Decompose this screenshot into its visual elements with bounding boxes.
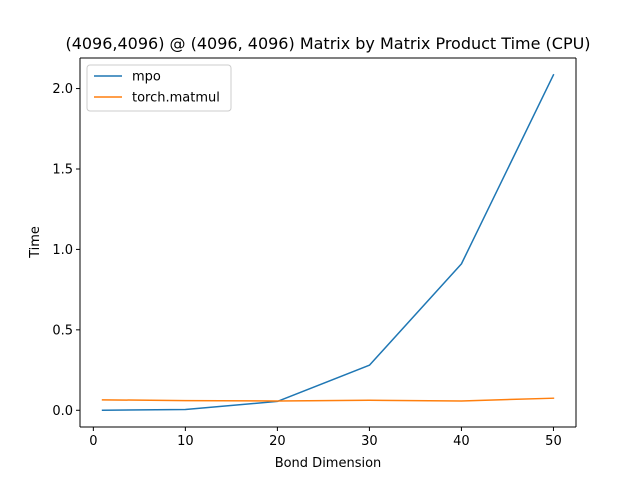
series-layer — [101, 73, 555, 412]
legend-box — [86, 64, 232, 112]
chart-title: (4096,4096) @ (4096, 4096) Matrix by Mat… — [65, 34, 590, 53]
legend-label-mpo: mpo — [132, 70, 161, 85]
x-tick-label: 10 — [177, 434, 194, 449]
y-tick-label: 0.0 — [52, 404, 73, 419]
series-line-torch-matmul — [101, 397, 555, 402]
y-axis-ticks: 0.0 0.5 1.0 1.5 2.0 — [52, 82, 80, 419]
y-axis-label: Time — [28, 226, 43, 259]
legend: mpo torch.matmul — [86, 64, 232, 112]
plot-area — [80, 58, 576, 427]
x-tick-label: 0 — [89, 434, 97, 449]
x-tick-label: 30 — [361, 434, 378, 449]
x-tick-label: 50 — [545, 434, 562, 449]
y-tick-label: 1.5 — [52, 162, 73, 177]
y-tick-label: 1.0 — [52, 243, 73, 258]
y-tick-label: 0.5 — [52, 323, 73, 338]
axes-frame — [79, 57, 577, 428]
x-tick-label: 40 — [453, 434, 470, 449]
y-tick-label: 2.0 — [52, 82, 73, 97]
x-axis-label: Bond Dimension — [275, 456, 382, 471]
x-tick-label: 20 — [269, 434, 286, 449]
series-line-mpo — [101, 73, 555, 412]
legend-label-torch-matmul: torch.matmul — [132, 91, 220, 106]
x-axis-ticks: 0 10 20 30 40 50 — [89, 427, 562, 449]
